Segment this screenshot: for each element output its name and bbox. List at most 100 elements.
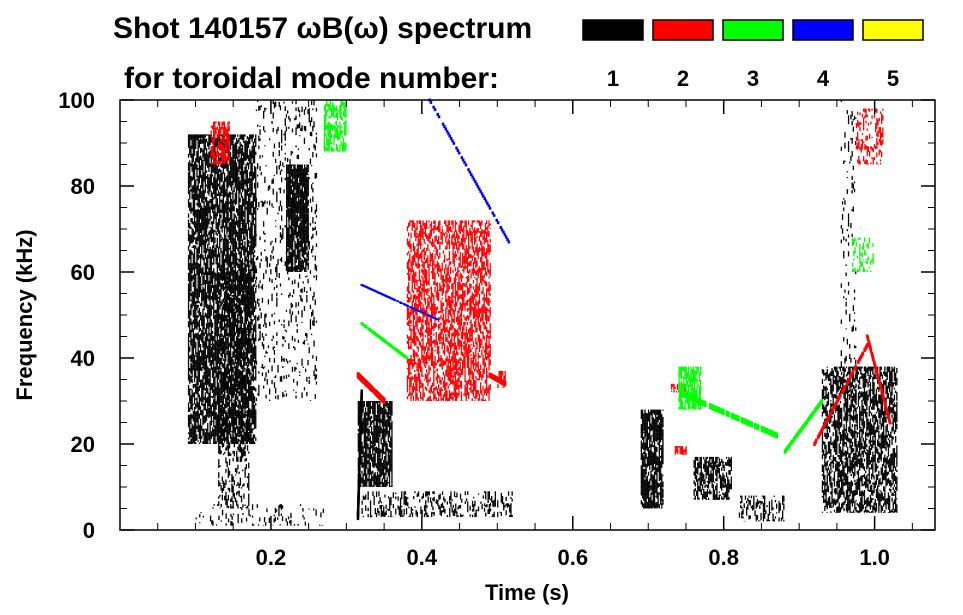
spectral-mark (193, 297, 196, 301)
spectral-mark (225, 495, 227, 502)
spectral-mark (281, 257, 283, 261)
spectral-mark (216, 268, 218, 273)
spectral-mark (250, 391, 252, 397)
spectral-mark (227, 401, 229, 407)
spectral-mark (193, 282, 196, 284)
spectral-mark (216, 383, 218, 385)
spectral-mark (203, 403, 205, 405)
spectral-mark (250, 286, 252, 291)
spectral-mark (264, 145, 266, 147)
spectral-mark (201, 233, 203, 239)
spectral-mark (221, 258, 223, 264)
spectral-mark (204, 401, 206, 406)
spectral-mark (223, 183, 226, 185)
spectral-mark (244, 143, 246, 146)
spectral-mark (219, 357, 221, 363)
spectral-mark (221, 420, 223, 426)
spectral-mark (312, 217, 314, 221)
spectral-mark (244, 290, 246, 293)
spectral-mark (238, 361, 240, 366)
spectral-mark (227, 384, 229, 389)
spectral-mark (223, 403, 226, 408)
spectral-mark (234, 410, 237, 412)
spectral-mark (232, 284, 234, 291)
spectral-mark (222, 400, 224, 405)
spectral-mark (234, 260, 236, 262)
spectral-mark (189, 194, 191, 200)
spectral-mark (208, 333, 210, 336)
spectral-mark (197, 373, 199, 378)
spectral-mark (219, 318, 221, 320)
spectral-mark (279, 376, 282, 382)
spectral-mark (247, 350, 250, 353)
spectral-mark (198, 340, 200, 345)
spectral-mark (302, 281, 304, 284)
spectral-mark (232, 410, 234, 417)
spectral-mark (247, 225, 250, 231)
spectral-mark (207, 390, 209, 395)
spectral-mark (249, 360, 251, 365)
spectral-mark (253, 275, 256, 279)
spectral-mark (245, 140, 247, 143)
spectral-mark (227, 366, 229, 369)
spectral-mark (204, 161, 206, 168)
spectral-mark (242, 405, 244, 410)
spectral-mark (247, 395, 250, 400)
spectral-mark (191, 347, 193, 352)
spectral-mark (193, 190, 196, 193)
spectral-mark (253, 209, 256, 215)
spectral-mark (189, 408, 191, 412)
spectral-mark (253, 324, 256, 328)
spectral-mark (201, 252, 203, 256)
spectral-mark (187, 326, 190, 328)
spectral-mark (249, 151, 251, 157)
spectral-mark (197, 421, 199, 426)
spectral-mark (240, 136, 242, 140)
spectral-mark (253, 298, 256, 301)
spectral-mark (192, 221, 194, 225)
spectral-mark (230, 290, 232, 296)
spectral-mark (259, 236, 261, 241)
spectral-mark (291, 295, 294, 298)
spectral-mark (211, 221, 214, 225)
spectral-mark (215, 212, 217, 214)
spectral-mark (220, 434, 222, 439)
spectral-mark (232, 243, 234, 246)
spectral-mark (202, 375, 204, 381)
spectral-mark (228, 426, 230, 430)
spectral-mark (203, 207, 205, 209)
spectral-mark (214, 327, 216, 332)
spectral-mark (190, 388, 192, 391)
spectral-mark (210, 422, 212, 426)
spectral-mark (243, 280, 245, 286)
spectral-mark (197, 356, 199, 362)
spectral-mark (251, 177, 253, 180)
spectral-mark (217, 425, 220, 429)
spectral-mark (201, 255, 203, 259)
spectral-mark (246, 294, 249, 298)
spectral-mark (270, 269, 272, 275)
spectral-mark (205, 385, 208, 387)
spectral-mark (208, 242, 210, 245)
spectral-mark (253, 327, 256, 332)
spectral-mark (228, 294, 230, 297)
spectral-mark (217, 179, 220, 181)
spectral-mark (216, 347, 218, 349)
spectral-mark (253, 350, 256, 352)
spectral-mark (309, 319, 312, 324)
spectral-mark (217, 252, 220, 258)
spectral-mark (267, 299, 270, 305)
spectral-mark (255, 279, 257, 283)
spectral-mark (247, 325, 250, 328)
spectral-mark (255, 134, 257, 141)
spectral-mark (238, 259, 240, 262)
spectral-mark (190, 261, 192, 265)
spectral-mark (259, 168, 261, 171)
spectral-mark (196, 257, 198, 259)
spectral-mark (227, 250, 229, 256)
spectral-mark (244, 248, 246, 254)
spectral-mark (225, 189, 227, 192)
spectral-mark (257, 393, 259, 395)
spectral-mark (190, 202, 192, 208)
spectral-mark (263, 221, 265, 223)
